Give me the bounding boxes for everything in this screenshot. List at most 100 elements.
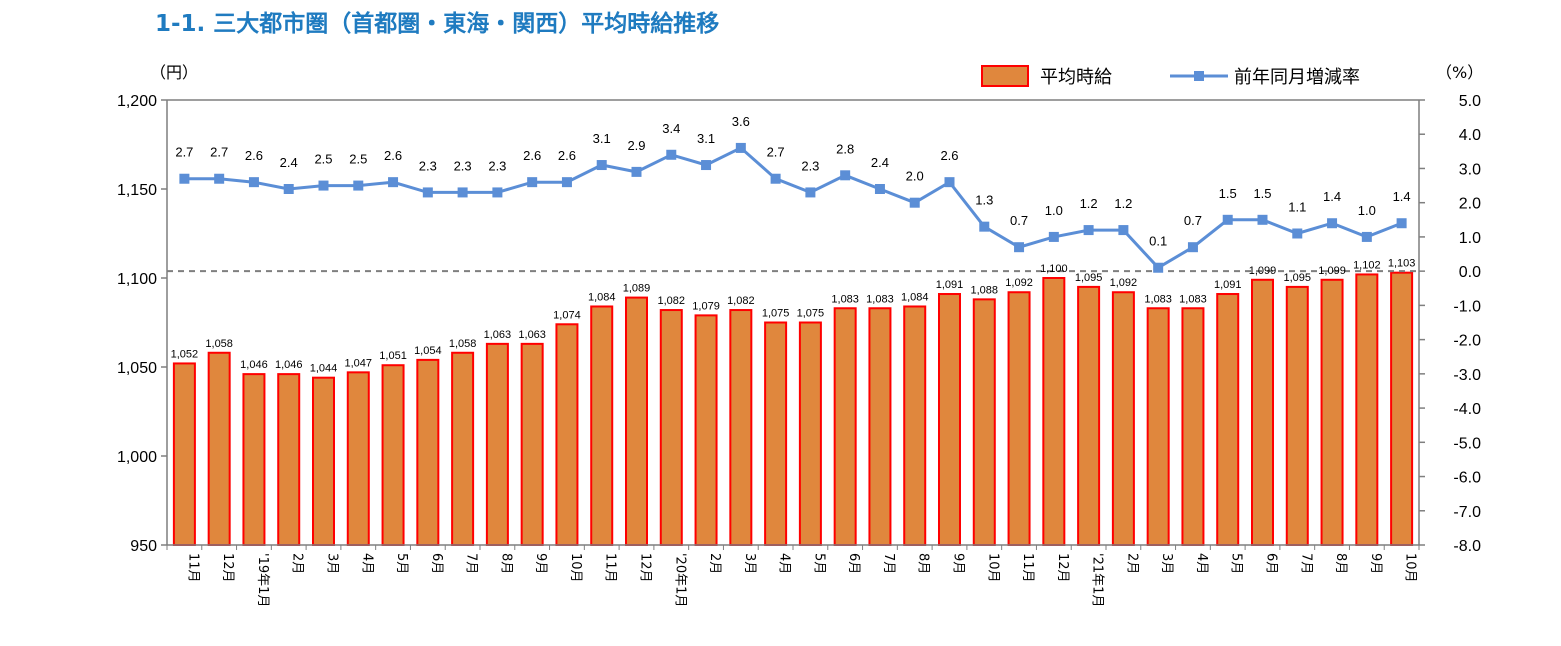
bar — [1216, 293, 1240, 546]
bar-value-label: 1,044 — [310, 363, 338, 375]
bar — [798, 321, 822, 546]
x-tick-label: 12月 — [1055, 553, 1070, 583]
bar — [451, 351, 475, 547]
x-tick-label: 7月 — [881, 553, 896, 574]
rate-value-label: 1.4 — [1323, 189, 1341, 204]
left-axis-unit: （円） — [150, 63, 198, 82]
x-tick-label: 4月 — [359, 553, 374, 574]
bar — [381, 364, 405, 546]
rate-marker — [1396, 218, 1407, 229]
x-tick-label: '20年1月 — [672, 553, 687, 607]
right-tick-label: -3.0 — [1453, 367, 1481, 384]
bar — [172, 362, 196, 546]
x-tick-label: 2月 — [290, 553, 305, 574]
rate-marker — [1361, 231, 1372, 242]
rate-marker — [909, 197, 920, 208]
bar — [938, 293, 961, 546]
right-tick-label: 1.0 — [1459, 230, 1481, 247]
x-tick-label: 12月 — [638, 553, 653, 583]
x-tick-label: '19年1月 — [255, 553, 270, 607]
left-tick-label: 950 — [130, 538, 157, 555]
right-tick-label: 3.0 — [1459, 161, 1481, 178]
bar-value-label: 1,088 — [971, 284, 999, 296]
axis-layer: 950 1,000 1,050 1,100 1,150 1,200 -8.0 -7.0 -6.0… — [117, 93, 1481, 607]
rate-value-label: 2.7 — [210, 145, 228, 160]
bar — [972, 298, 996, 546]
bar-value-label: 1,084 — [588, 291, 616, 303]
x-tick-label: 11月 — [185, 553, 200, 583]
rate-value-label: 2.4 — [871, 155, 889, 170]
bar-value-label: 1,058 — [205, 338, 233, 350]
x-tick-label: 6月 — [429, 553, 444, 574]
bar-value-label: 1,100 — [1040, 263, 1068, 275]
rate-marker — [1222, 214, 1233, 225]
x-tick-label: '21年1月 — [1090, 553, 1105, 607]
x-tick-label: 4月 — [1194, 553, 1209, 574]
rate-marker — [457, 187, 468, 198]
x-tick-label: 4月 — [777, 553, 792, 574]
rate-marker — [1327, 218, 1338, 229]
x-tick-label: 3月 — [325, 553, 340, 574]
bar — [1146, 307, 1170, 547]
rate-marker — [770, 173, 781, 184]
legend: 平均時給 前年同月増減率 — [981, 65, 1360, 88]
right-tick-label: -5.0 — [1453, 435, 1481, 452]
rate-value-label: 3.1 — [593, 131, 611, 146]
rate-value-label: 2.5 — [349, 152, 367, 167]
rate-marker — [353, 180, 364, 191]
rate-value-label: 2.7 — [767, 145, 785, 160]
x-tick-label: 3月 — [742, 553, 757, 574]
x-tick-label: 6月 — [1264, 553, 1279, 574]
rate-value-label: 2.4 — [280, 155, 298, 170]
rate-marker — [944, 177, 955, 188]
rate-value-label: 2.6 — [940, 148, 958, 163]
bar — [207, 351, 231, 547]
labels-layer: 1,052 1,058 1,046 1,046 1,044 1,047 1,051 1,054… — [171, 114, 1416, 375]
rate-value-label: 1.2 — [1080, 196, 1098, 211]
bar-value-label: 1,083 — [1179, 293, 1207, 305]
bar — [833, 307, 857, 547]
bar — [590, 305, 614, 547]
bar — [346, 371, 370, 546]
rate-marker — [561, 177, 572, 188]
bar-value-label: 1,091 — [936, 279, 964, 291]
x-tick-label: 2月 — [707, 553, 722, 574]
right-tick-label: -2.0 — [1453, 333, 1481, 350]
bar-value-label: 1,046 — [275, 359, 303, 371]
left-tick-label: 1,200 — [117, 93, 157, 110]
bar — [1042, 277, 1066, 546]
rate-marker — [1257, 214, 1268, 225]
rate-marker — [1118, 225, 1129, 236]
bar-value-label: 1,075 — [762, 308, 790, 320]
bar-value-label: 1,083 — [1144, 293, 1172, 305]
rate-value-label: 1.1 — [1288, 200, 1306, 215]
bar-value-label: 1,095 — [1284, 272, 1312, 284]
bar-value-label: 1,084 — [901, 291, 929, 303]
x-tick-label: 10月 — [985, 553, 1000, 583]
rate-value-label: 1.5 — [1253, 186, 1271, 201]
legend-line-label: 前年同月増減率 — [1234, 67, 1360, 88]
x-tick-label: 5月 — [1229, 553, 1244, 574]
x-tick-label: 11月 — [603, 553, 618, 583]
bars-layer — [172, 271, 1414, 547]
rate-marker — [214, 173, 225, 184]
bar — [868, 307, 892, 547]
bar — [729, 309, 753, 547]
bar-value-label: 1,082 — [658, 295, 686, 307]
rate-value-label: 1.0 — [1358, 203, 1376, 218]
bar-value-label: 1,052 — [171, 348, 199, 360]
rate-marker — [631, 166, 642, 177]
x-tick-label: 7月 — [1298, 553, 1313, 574]
right-tick-label: -8.0 — [1453, 538, 1481, 555]
bar — [1181, 307, 1205, 547]
bar-value-label: 1,074 — [553, 309, 581, 321]
right-tick-label: -1.0 — [1453, 298, 1481, 315]
x-tick-label: 9月 — [951, 553, 966, 574]
left-tick-label: 1,000 — [117, 449, 157, 466]
bar — [1390, 271, 1414, 546]
bar-value-label: 1,051 — [379, 350, 407, 362]
bar — [1355, 273, 1379, 546]
rate-value-label: 2.7 — [175, 145, 193, 160]
rate-value-label: 1.2 — [1114, 196, 1132, 211]
right-tick-label: 0.0 — [1459, 264, 1481, 281]
